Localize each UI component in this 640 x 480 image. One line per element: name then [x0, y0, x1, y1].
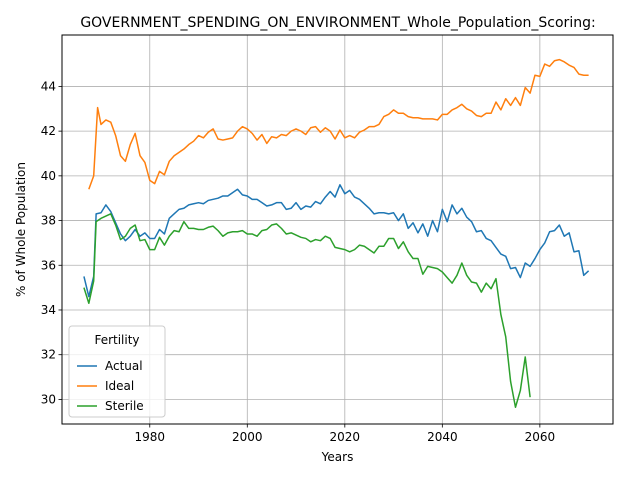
legend-box [68, 325, 166, 418]
plot-frame [61, 34, 614, 425]
y-axis-ticks: 30 32 34 36 38 40 42 44 [41, 79, 62, 406]
y-tick-label: 30 [41, 392, 56, 406]
x-tick-label: 1980 [134, 430, 165, 444]
legend: Fertility Actual Ideal Sterile [68, 325, 166, 418]
series-line-sterile [83, 213, 531, 408]
series-line-actual [83, 184, 590, 298]
y-tick-label: 32 [41, 348, 56, 362]
y-tick-label: 42 [41, 124, 56, 138]
x-axis-ticks: 1980 2000 2020 2040 2060 [134, 424, 555, 444]
legend-entry-ideal: Ideal [105, 379, 134, 393]
series-layer [83, 58, 590, 408]
x-tick-label: 2000 [232, 430, 263, 444]
legend-title: Fertility [94, 333, 139, 347]
y-tick-label: 40 [41, 169, 56, 183]
y-tick-label: 34 [41, 303, 56, 317]
legend-entry-sterile: Sterile [105, 399, 144, 413]
x-tick-label: 2060 [525, 430, 556, 444]
x-tick-label: 2040 [427, 430, 458, 444]
chart-title: GOVERNMENT_SPENDING_ON_ENVIRONMENT_Whole… [80, 15, 595, 31]
x-axis-label: Years [321, 450, 354, 464]
y-tick-label: 36 [41, 258, 56, 272]
series-line-ideal [88, 58, 589, 190]
y-tick-label: 38 [41, 214, 56, 228]
y-axis-label: % of Whole Population [14, 162, 28, 297]
legend-entry-actual: Actual [105, 359, 143, 373]
x-tick-label: 2020 [330, 430, 361, 444]
grid [62, 35, 613, 424]
y-tick-label: 44 [41, 79, 56, 93]
